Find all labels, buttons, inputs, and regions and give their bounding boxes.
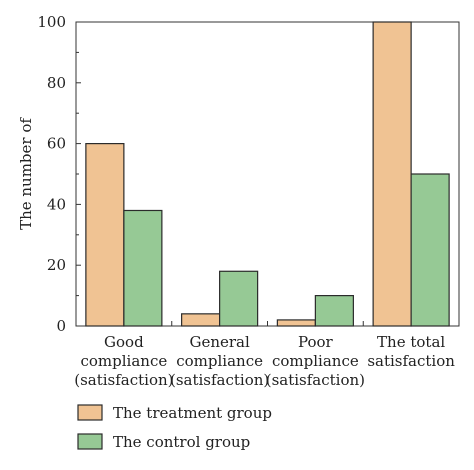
category-label-line: compliance <box>176 352 263 370</box>
category-label-line: compliance <box>272 352 359 370</box>
bar-control-0 <box>123 209 163 327</box>
bar-control-3 <box>410 173 450 327</box>
category-label-line: satisfaction <box>367 352 455 370</box>
category-label-line: Poor <box>298 333 334 351</box>
category-label-line: compliance <box>81 352 168 370</box>
y-tick-label: 60 <box>47 135 66 153</box>
category-label: The total satisfaction <box>367 333 455 370</box>
y-tick-label: 20 <box>47 256 66 274</box>
category-label-line: (satisfaction) <box>266 371 365 389</box>
bar-treatment-3 <box>372 21 412 327</box>
y-tick-label: 80 <box>47 74 66 92</box>
category-label-line: (satisfaction) <box>74 371 173 389</box>
legend-label-control: The control group <box>113 433 250 451</box>
y-tick-label: 100 <box>37 13 66 31</box>
bar-control-1 <box>219 270 259 327</box>
bar-control-2 <box>314 295 354 327</box>
bars-group <box>85 21 450 327</box>
legend-swatch-treatment <box>77 404 103 421</box>
bar-treatment-1 <box>181 313 221 327</box>
legend-label-treatment: The treatment group <box>113 404 272 422</box>
category-label: Good compliance (satisfaction) <box>74 333 173 389</box>
category-label-line: Good <box>104 333 144 351</box>
bar-treatment-0 <box>85 143 125 327</box>
category-label-line: General <box>189 333 250 351</box>
category-label: Poor compliance (satisfaction) <box>266 333 365 389</box>
category-label: General compliance (satisfaction) <box>170 333 269 389</box>
bar-treatment-2 <box>276 319 316 327</box>
y-tick-label: 40 <box>47 195 66 213</box>
y-axis-label: The number of <box>17 117 35 230</box>
axes-group <box>75 21 460 327</box>
legend: The treatment group The control group <box>77 404 272 451</box>
legend-swatch-control <box>77 433 103 450</box>
category-label-line: (satisfaction) <box>170 371 269 389</box>
category-label-line: The total <box>377 333 445 351</box>
y-tick-label: 0 <box>56 317 66 335</box>
